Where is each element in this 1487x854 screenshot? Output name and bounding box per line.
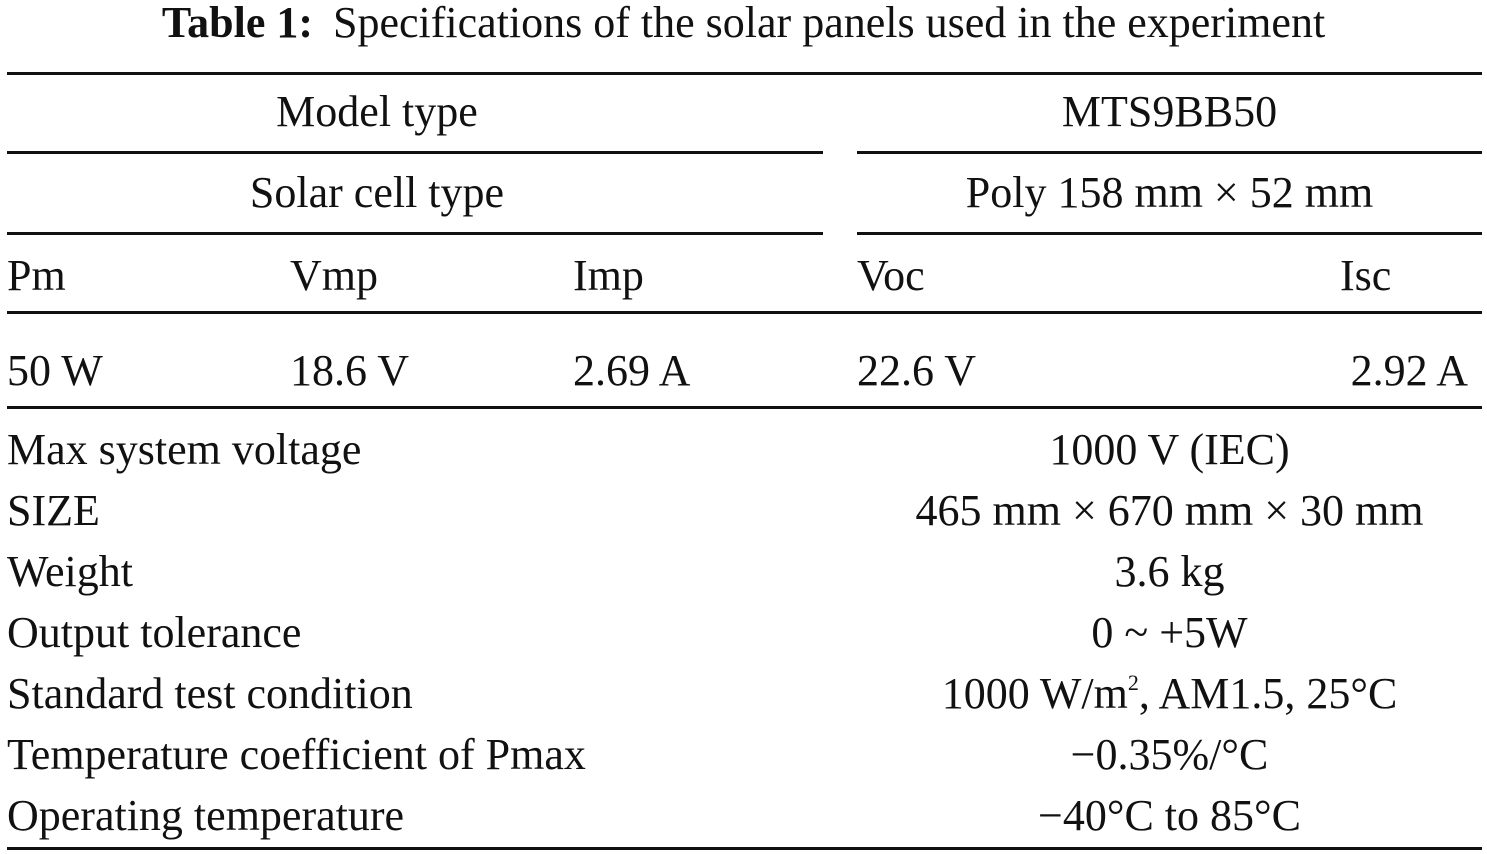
values-rule	[7, 406, 1482, 409]
cell-type-label: Solar cell type	[249, 168, 505, 217]
spec-label-temp-coefficient: Temperature coefficient of Pmax	[7, 730, 586, 779]
cell-rule-left	[7, 232, 823, 235]
value-isc: 2.92 A	[1350, 346, 1468, 395]
model-type-value: MTS9BB50	[1061, 87, 1278, 136]
spec-value-max-voltage: 1000 V (IEC)	[1049, 425, 1290, 474]
squared-superscript: 2	[1127, 670, 1139, 695]
standard-test-value-part2: , AM1.5, 25°C	[1138, 669, 1398, 718]
model-type-label: Model type	[276, 87, 478, 136]
model-rule-left	[7, 151, 823, 154]
spec-label-weight: Weight	[7, 547, 133, 596]
bottom-rule	[7, 847, 1482, 850]
value-voc: 22.6 V	[857, 346, 976, 395]
header-pm: Pm	[7, 251, 66, 300]
table-caption: Table 1: Specifications of the solar pane…	[0, 0, 1487, 46]
value-imp: 2.69 A	[573, 346, 691, 395]
spec-value-size: 465 mm × 670 mm × 30 mm	[915, 486, 1424, 535]
value-pm: 50 W	[7, 346, 103, 395]
spec-value-output-tolerance: 0 ~ +5W	[1091, 608, 1248, 657]
cell-rule-right	[857, 232, 1482, 235]
spec-label-operating-temp: Operating temperature	[7, 791, 405, 840]
header-rule	[7, 311, 1482, 314]
spec-value-operating-temp: −40°C to 85°C	[1038, 791, 1301, 840]
spec-value-weight: 3.6 kg	[1114, 547, 1225, 596]
header-vmp: Vmp	[290, 251, 378, 300]
value-vmp: 18.6 V	[290, 346, 409, 395]
spec-label-standard-test: Standard test condition	[7, 669, 413, 718]
spec-value-standard-test: 1000 W/m2, AM1.5, 25°C	[857, 668, 1482, 720]
spec-label-size: SIZE	[7, 486, 100, 535]
caption-label: Table 1:	[161, 0, 314, 47]
header-isc: Isc	[1340, 251, 1392, 300]
spec-label-max-voltage: Max system voltage	[7, 425, 362, 474]
cell-type-value: Poly 158 mm × 52 mm	[965, 168, 1374, 217]
spec-label-output-tolerance: Output tolerance	[7, 608, 302, 657]
standard-test-value-part1: 1000 W/m	[941, 669, 1128, 718]
header-imp: Imp	[573, 251, 644, 300]
model-rule-right	[857, 151, 1482, 154]
header-voc: Voc	[857, 251, 925, 300]
spec-value-temp-coefficient: −0.35%/°C	[1070, 730, 1269, 779]
top-rule	[7, 72, 1482, 75]
caption-text: Specifications of the solar panels used …	[333, 0, 1326, 47]
